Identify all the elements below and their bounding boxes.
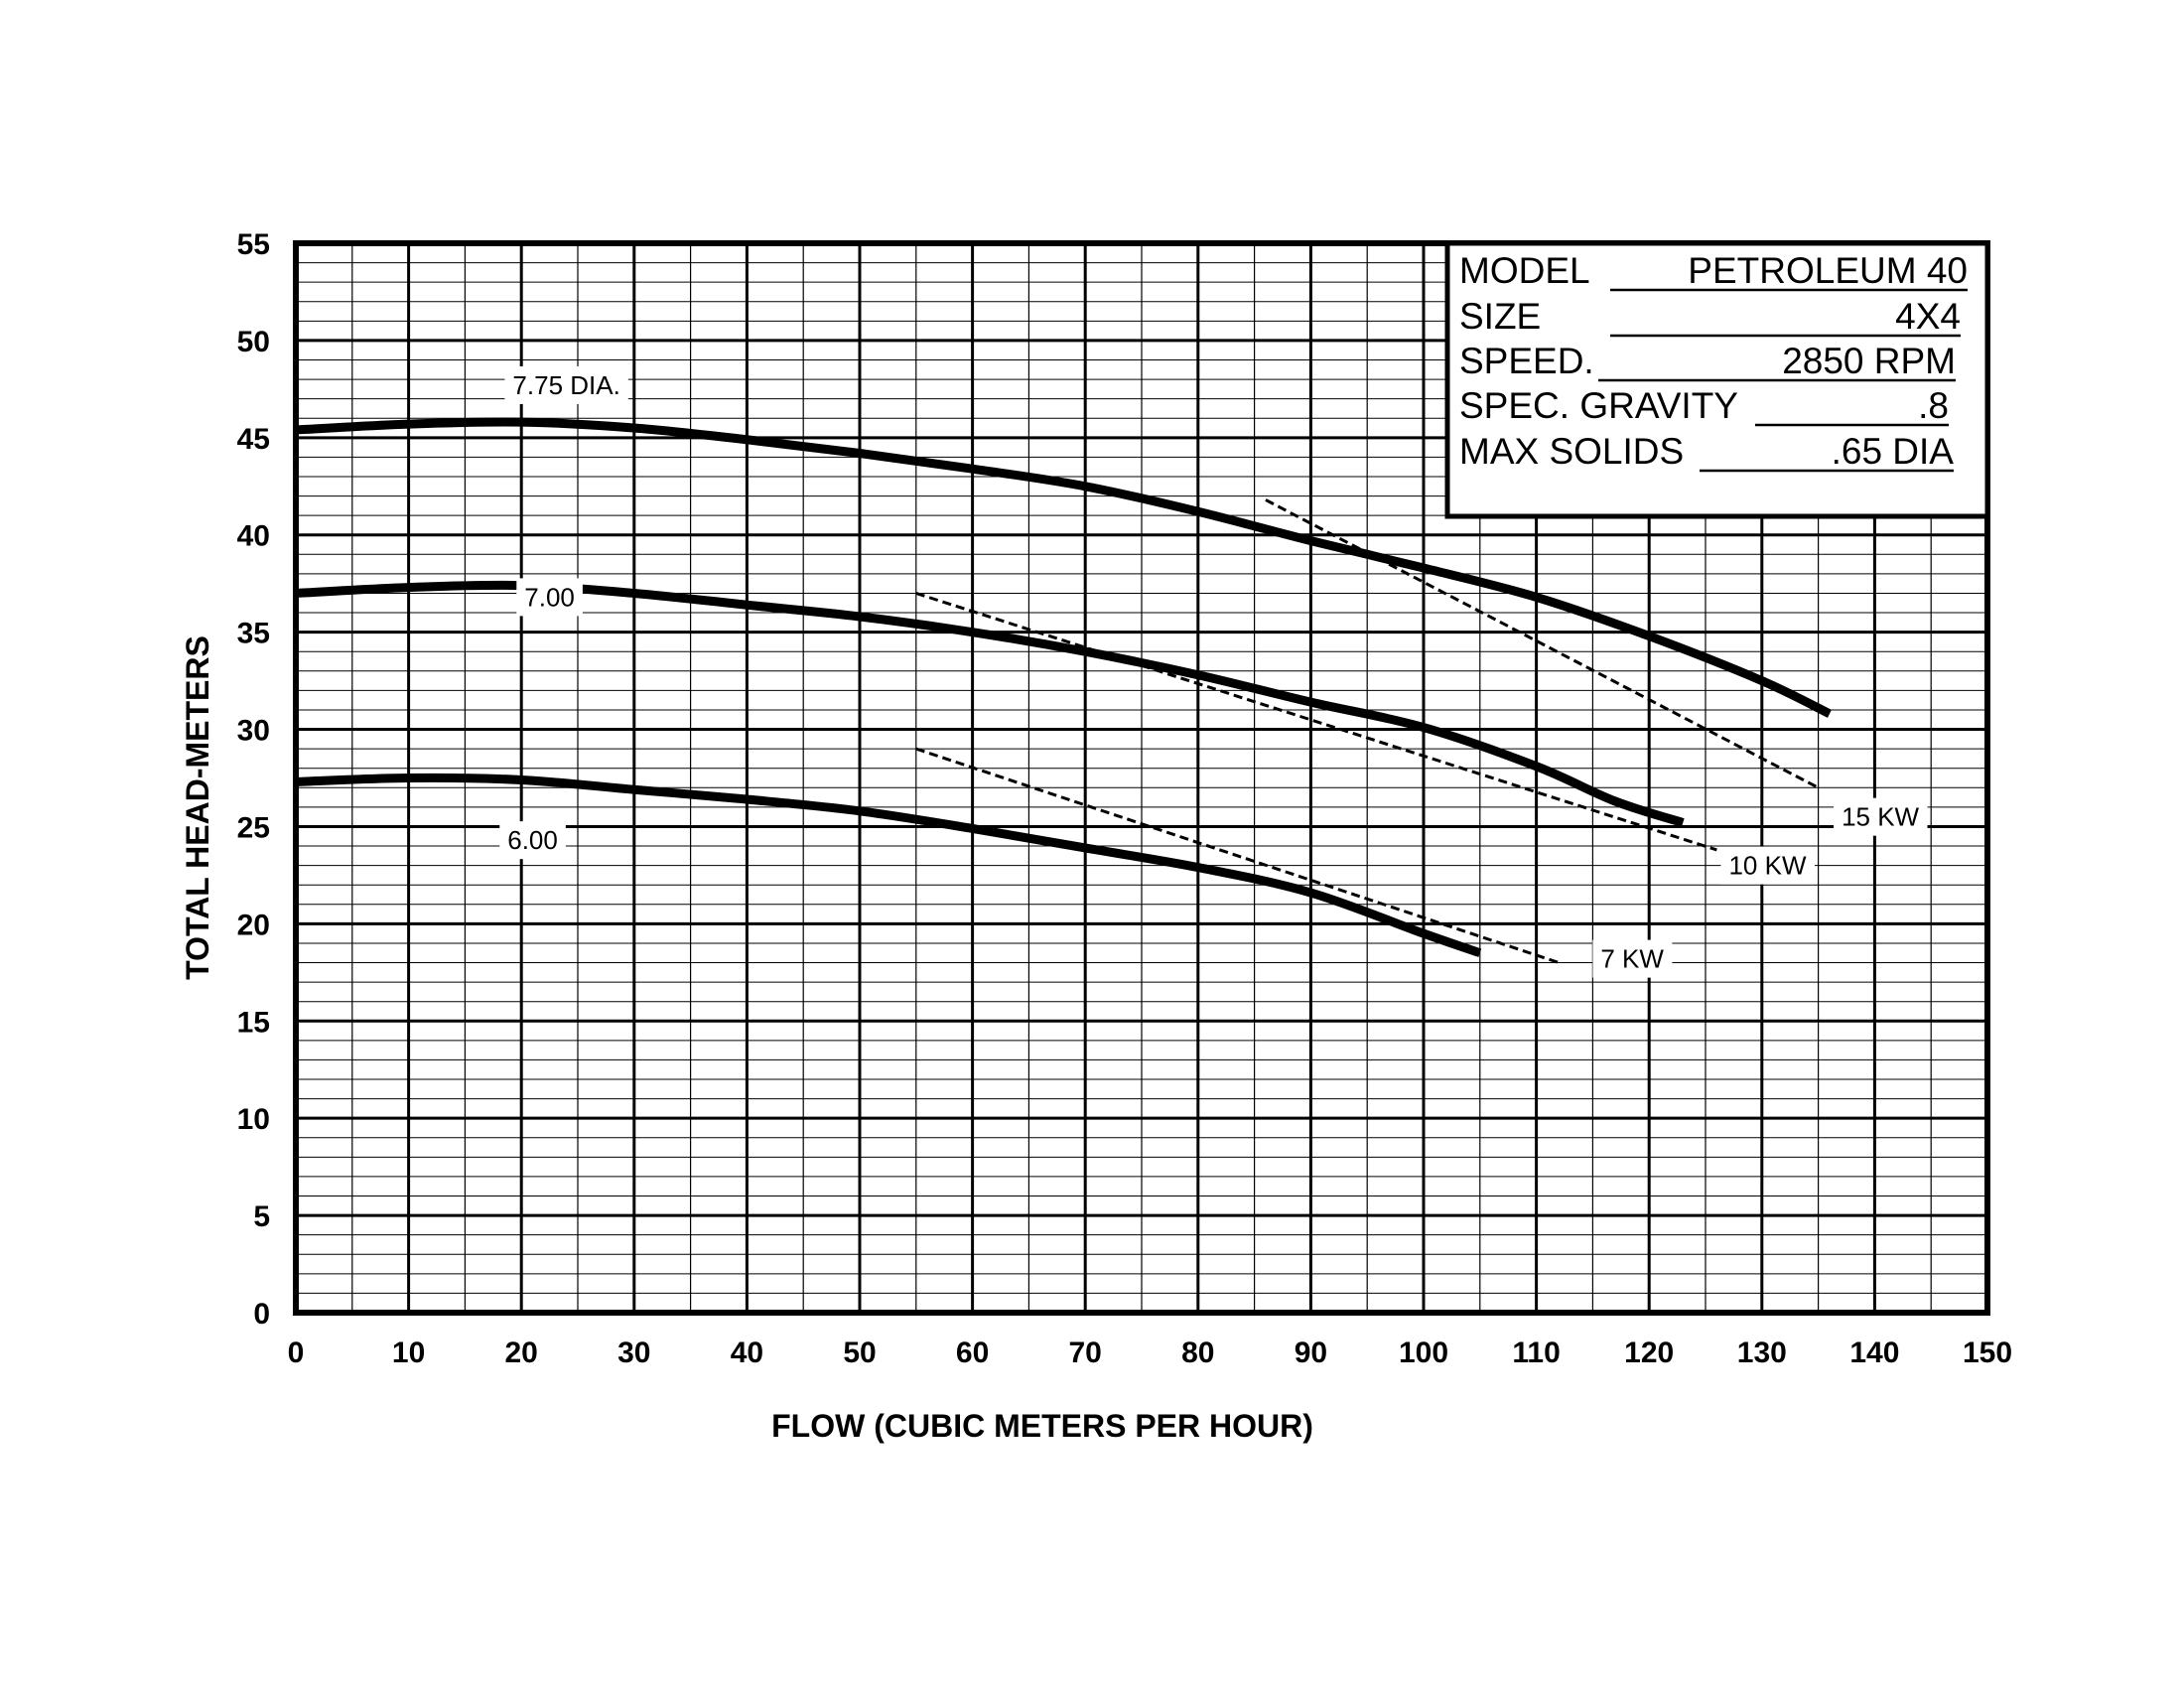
power-label: 7 KW — [1592, 939, 1673, 978]
x-tick-label: 90 — [1295, 1336, 1327, 1369]
y-tick-label: 35 — [237, 618, 270, 650]
y-tick-label: 15 — [237, 1006, 270, 1039]
plot-frame — [293, 240, 1990, 1316]
y-tick-label: 0 — [253, 1298, 270, 1331]
spec-gravity-label: SPEC. GRAVITY — [1459, 385, 1738, 426]
x-tick-label: 130 — [1737, 1336, 1787, 1369]
x-tick-label: 120 — [1624, 1336, 1674, 1369]
size-label: SIZE — [1459, 296, 1541, 337]
impeller-label: 6.00 — [499, 821, 566, 860]
curve-label-text: 7 KW — [1600, 944, 1664, 974]
y-tick-label: 10 — [237, 1103, 270, 1136]
power-label: 15 KW — [1834, 797, 1928, 836]
curve-label-background — [1834, 797, 1928, 836]
curve-label-background — [516, 578, 583, 617]
model-label: MODEL — [1459, 250, 1590, 291]
x-tick-label: 50 — [843, 1336, 876, 1369]
x-tick-label: 0 — [288, 1336, 305, 1369]
x-axis-title: FLOW (CUBIC METERS PER HOUR) — [771, 1408, 1313, 1444]
x-tick-label: 70 — [1069, 1336, 1102, 1369]
power-line — [915, 592, 1717, 852]
y-axis-title: TOTAL HEAD-METERS — [180, 635, 215, 980]
grid — [294, 241, 1989, 1315]
x-tick-label: 110 — [1512, 1336, 1560, 1369]
power-label: 10 KW — [1720, 846, 1815, 885]
x-tick-label: 60 — [956, 1336, 989, 1369]
y-tick-label: 55 — [237, 228, 270, 261]
y-tick-label: 30 — [237, 715, 270, 748]
model-value: PETROLEUM 40 — [1688, 250, 1968, 291]
y-tick-label: 25 — [237, 811, 270, 844]
x-tick-label: 140 — [1849, 1336, 1899, 1369]
pump-info-box: MODEL PETROLEUM 40 SIZE 4X4 SPEED. 2850 … — [1444, 240, 1990, 519]
y-tick-label: 40 — [237, 520, 270, 553]
x-tick-label: 100 — [1399, 1336, 1448, 1369]
speed-value: 2850 RPM — [1782, 341, 1956, 381]
curve-label-background — [1592, 939, 1673, 978]
curve-label-text: 7.75 DIA. — [512, 370, 619, 400]
impeller-curve — [295, 773, 1482, 957]
curve-labels: 7.75 DIA. 7.00 6.00 15 KW 10 KW 7 KW — [499, 365, 1928, 978]
curve-label-background — [1720, 846, 1815, 885]
curve-label-text: 6.00 — [507, 825, 558, 855]
x-tick-label: 80 — [1181, 1336, 1214, 1369]
curve-label-text: 15 KW — [1842, 802, 1919, 832]
curve-label-background — [504, 365, 628, 404]
curve-label-text: 10 KW — [1728, 851, 1806, 881]
curve-label-text: 7.00 — [524, 582, 575, 612]
impeller-label: 7.75 DIA. — [504, 365, 628, 404]
x-tick-label: 20 — [505, 1336, 538, 1369]
impeller-curve — [295, 417, 1832, 718]
y-tick-label: 5 — [253, 1200, 270, 1233]
x-tick-label: 40 — [731, 1336, 763, 1369]
size-value: 4X4 — [1895, 296, 1961, 337]
y-tick-label: 20 — [237, 909, 270, 941]
speed-label: SPEED. — [1459, 341, 1594, 381]
max-solids-value: .65 DIA — [1832, 431, 1955, 472]
y-tick-label: 45 — [237, 423, 270, 456]
curve-label-background — [499, 821, 566, 860]
tick-labels: 0 10 20 30 40 50 60 70 80 90 100 110 120 130 140 150 0 5 1… — [237, 228, 2012, 1369]
x-tick-label: 10 — [392, 1336, 425, 1369]
spec-gravity-value: .8 — [1918, 385, 1949, 426]
x-tick-label: 150 — [1963, 1336, 2012, 1369]
y-tick-label: 50 — [237, 326, 270, 358]
power-line — [915, 747, 1560, 964]
impeller-label: 7.00 — [516, 578, 583, 617]
max-solids-label: MAX SOLIDS — [1459, 431, 1684, 472]
x-tick-label: 30 — [617, 1336, 650, 1369]
